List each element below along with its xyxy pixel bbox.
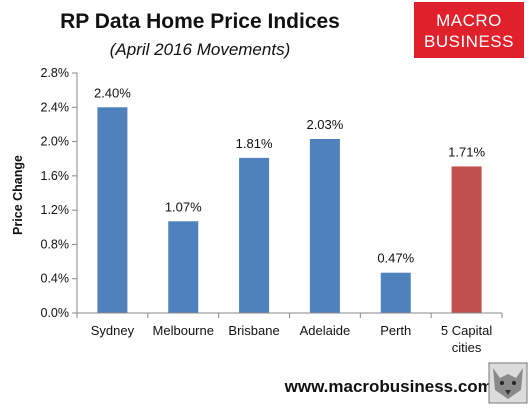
data-label: 1.71%	[448, 144, 485, 159]
y-axis: 0.0% 0.4% 0.8% 1.2% 1.6% 2.0% 2.4% 2.8%	[41, 66, 78, 320]
y-axis-label: Price Change	[11, 155, 25, 235]
x-tick-label: Sydney	[91, 323, 135, 338]
y-tick-label: 0.0%	[41, 306, 70, 320]
x-tick-label: Melbourne	[153, 323, 214, 338]
bar	[380, 272, 411, 313]
logo-line-1: MACRO	[436, 11, 502, 30]
bar	[239, 157, 270, 313]
data-label: 0.47%	[377, 251, 414, 266]
data-label: 2.03%	[306, 117, 343, 132]
bar	[309, 139, 340, 313]
y-tick-label: 2.0%	[41, 135, 70, 149]
logo-background	[414, 2, 524, 58]
footer-url: www.macrobusiness.com.au	[284, 377, 518, 396]
y-tick-label: 0.8%	[41, 237, 70, 251]
x-tick-label: Brisbane	[228, 323, 279, 338]
bar	[451, 166, 482, 313]
chart-title: RP Data Home Price Indices	[60, 10, 340, 33]
x-tick-label: cities	[452, 340, 482, 355]
data-label: 1.81%	[236, 136, 273, 151]
y-tick-label: 1.2%	[41, 203, 70, 217]
wolf-logo-icon	[488, 362, 528, 404]
y-tick-label: 2.8%	[41, 66, 70, 80]
x-tick-label: Perth	[380, 323, 411, 338]
y-tick-label: 1.6%	[41, 169, 70, 183]
macro-business-logo: MACRO BUSINESS	[414, 2, 524, 58]
bar	[97, 107, 128, 314]
x-tick-label: Adelaide	[300, 323, 351, 338]
data-label: 1.07%	[165, 199, 202, 214]
logo-line-2: BUSINESS	[424, 32, 514, 51]
chart-subtitle: (April 2016 Movements)	[110, 40, 290, 59]
x-tick-label: 5 Capital	[441, 323, 492, 338]
x-axis: Sydney Melbourne Brisbane Adelaide Perth 5 Ca…	[76, 312, 503, 355]
data-label: 2.40%	[94, 85, 131, 100]
y-tick-label: 0.4%	[41, 272, 70, 286]
bars: 2.40% 1.07% 1.81% 2.03% 0.47% 1.71%	[94, 85, 485, 314]
y-tick-label: 2.4%	[41, 100, 70, 114]
bar	[168, 221, 199, 313]
